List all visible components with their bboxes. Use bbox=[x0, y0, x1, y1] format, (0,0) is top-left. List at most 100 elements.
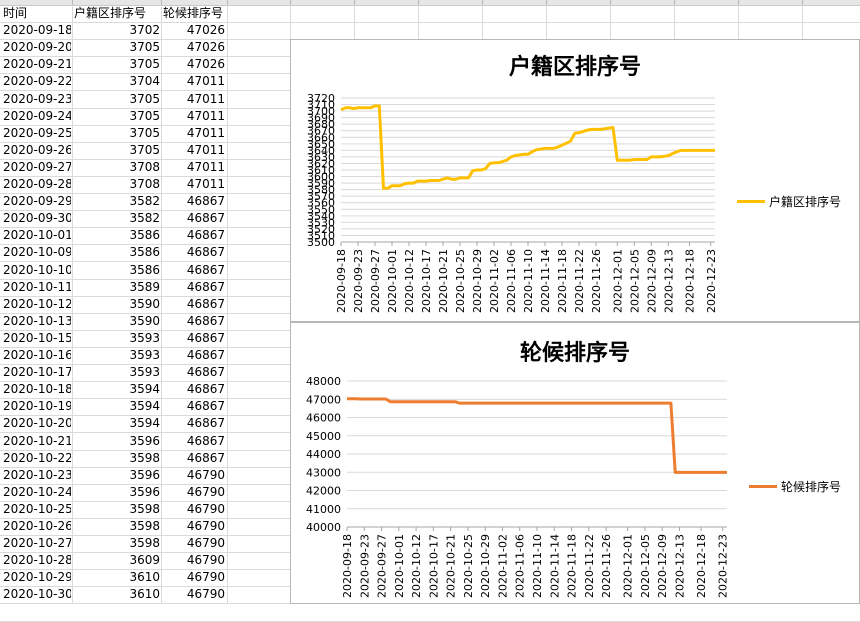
value-cell[interactable]: 46867 bbox=[186, 434, 225, 448]
date-cell[interactable]: 2020-10-27 bbox=[3, 536, 71, 550]
value-cell[interactable]: 3593 bbox=[129, 348, 160, 362]
header-cell[interactable]: 轮候排序号 bbox=[163, 6, 224, 20]
date-cell[interactable]: 2020-09-22 bbox=[3, 74, 71, 88]
date-cell[interactable]: 2020-09-29 bbox=[3, 194, 71, 208]
value-cell[interactable]: 46867 bbox=[186, 194, 225, 208]
value-cell[interactable]: 47026 bbox=[186, 40, 225, 54]
value-cell[interactable]: 47011 bbox=[186, 109, 225, 123]
date-cell[interactable]: 2020-10-28 bbox=[3, 553, 71, 567]
value-cell[interactable]: 46790 bbox=[186, 485, 225, 499]
date-cell[interactable]: 2020-09-30 bbox=[3, 211, 71, 225]
date-cell[interactable]: 2020-10-15 bbox=[3, 331, 71, 345]
date-cell[interactable]: 2020-10-12 bbox=[3, 297, 71, 311]
value-cell[interactable]: 3589 bbox=[129, 280, 160, 294]
date-cell[interactable]: 2020-09-20 bbox=[3, 40, 71, 54]
value-cell[interactable]: 3708 bbox=[129, 177, 160, 191]
chart-huji-rank[interactable]: 户籍区排序号 3500 3510 3520 3530 3540 3550 3560 3570 3… bbox=[290, 39, 860, 322]
value-cell[interactable]: 46790 bbox=[186, 536, 225, 550]
date-cell[interactable]: 2020-10-30 bbox=[3, 587, 71, 601]
value-cell[interactable]: 3609 bbox=[129, 553, 160, 567]
value-cell[interactable]: 46790 bbox=[186, 587, 225, 601]
value-cell[interactable]: 3596 bbox=[129, 485, 160, 499]
value-cell[interactable]: 46790 bbox=[186, 468, 225, 482]
value-cell[interactable]: 46790 bbox=[186, 553, 225, 567]
date-cell[interactable]: 2020-10-16 bbox=[3, 348, 71, 362]
chart-lunhou-rank[interactable]: 轮候排序号 40000 41000 42000 43000 44000 45000 4600… bbox=[290, 322, 860, 604]
value-cell[interactable]: 46867 bbox=[186, 331, 225, 345]
date-cell[interactable]: 2020-09-21 bbox=[3, 57, 71, 71]
value-cell[interactable]: 46867 bbox=[186, 297, 225, 311]
value-cell[interactable]: 3586 bbox=[129, 245, 160, 259]
value-cell[interactable]: 3598 bbox=[129, 451, 160, 465]
date-cell[interactable]: 2020-10-18 bbox=[3, 382, 71, 396]
value-cell[interactable]: 3594 bbox=[129, 416, 160, 430]
value-cell[interactable]: 3593 bbox=[129, 365, 160, 379]
value-cell[interactable]: 47011 bbox=[186, 143, 225, 157]
value-cell[interactable]: 47011 bbox=[186, 92, 225, 106]
date-cell[interactable]: 2020-10-11 bbox=[3, 280, 71, 294]
date-cell[interactable]: 2020-10-22 bbox=[3, 451, 71, 465]
value-cell[interactable]: 46790 bbox=[186, 519, 225, 533]
value-cell[interactable]: 3590 bbox=[129, 297, 160, 311]
value-cell[interactable]: 3705 bbox=[129, 40, 160, 54]
date-cell[interactable]: 2020-10-20 bbox=[3, 416, 71, 430]
value-cell[interactable]: 3590 bbox=[129, 314, 160, 328]
date-cell[interactable]: 2020-09-23 bbox=[3, 92, 71, 106]
value-cell[interactable]: 3705 bbox=[129, 92, 160, 106]
date-cell[interactable]: 2020-10-09 bbox=[3, 245, 71, 259]
date-cell[interactable]: 2020-10-13 bbox=[3, 314, 71, 328]
date-cell[interactable]: 2020-10-17 bbox=[3, 365, 71, 379]
value-cell[interactable]: 47026 bbox=[186, 57, 225, 71]
value-cell[interactable]: 47011 bbox=[186, 177, 225, 191]
value-cell[interactable]: 3594 bbox=[129, 382, 160, 396]
date-cell[interactable]: 2020-09-18 bbox=[3, 23, 71, 37]
value-cell[interactable]: 3705 bbox=[129, 57, 160, 71]
value-cell[interactable]: 3582 bbox=[129, 211, 160, 225]
value-cell[interactable]: 3610 bbox=[129, 587, 160, 601]
date-cell[interactable]: 2020-10-29 bbox=[3, 570, 71, 584]
column-header-strip[interactable] bbox=[0, 0, 860, 6]
date-cell[interactable]: 2020-10-19 bbox=[3, 399, 71, 413]
date-cell[interactable]: 2020-09-24 bbox=[3, 109, 71, 123]
value-cell[interactable]: 3705 bbox=[129, 143, 160, 157]
date-cell[interactable]: 2020-10-01 bbox=[3, 228, 71, 242]
value-cell[interactable]: 47011 bbox=[186, 126, 225, 140]
value-cell[interactable]: 46867 bbox=[186, 211, 225, 225]
date-cell[interactable]: 2020-10-26 bbox=[3, 519, 71, 533]
value-cell[interactable]: 3708 bbox=[129, 160, 160, 174]
value-cell[interactable]: 3596 bbox=[129, 468, 160, 482]
value-cell[interactable]: 46867 bbox=[186, 399, 225, 413]
value-cell[interactable]: 3582 bbox=[129, 194, 160, 208]
value-cell[interactable]: 46867 bbox=[186, 348, 225, 362]
value-cell[interactable]: 3596 bbox=[129, 434, 160, 448]
value-cell[interactable]: 3598 bbox=[129, 519, 160, 533]
date-cell[interactable]: 2020-10-24 bbox=[3, 485, 71, 499]
date-cell[interactable]: 2020-09-25 bbox=[3, 126, 71, 140]
value-cell[interactable]: 46867 bbox=[186, 280, 225, 294]
date-cell[interactable]: 2020-10-21 bbox=[3, 434, 71, 448]
header-cell[interactable]: 户籍区排序号 bbox=[74, 6, 147, 20]
value-cell[interactable]: 3610 bbox=[129, 570, 160, 584]
value-cell[interactable]: 46790 bbox=[186, 502, 225, 516]
value-cell[interactable]: 3702 bbox=[129, 23, 160, 37]
value-cell[interactable]: 47011 bbox=[186, 160, 225, 174]
date-cell[interactable]: 2020-09-27 bbox=[3, 160, 71, 174]
value-cell[interactable]: 47011 bbox=[186, 74, 225, 88]
value-cell[interactable]: 46790 bbox=[186, 570, 225, 584]
date-cell[interactable]: 2020-09-28 bbox=[3, 177, 71, 191]
value-cell[interactable]: 3586 bbox=[129, 263, 160, 277]
header-cell[interactable]: 时间 bbox=[3, 6, 28, 20]
value-cell[interactable]: 3586 bbox=[129, 228, 160, 242]
value-cell[interactable]: 3593 bbox=[129, 331, 160, 345]
value-cell[interactable]: 46867 bbox=[186, 451, 225, 465]
value-cell[interactable]: 46867 bbox=[186, 365, 225, 379]
value-cell[interactable]: 3705 bbox=[129, 109, 160, 123]
value-cell[interactable]: 46867 bbox=[186, 314, 225, 328]
value-cell[interactable]: 3704 bbox=[129, 74, 160, 88]
date-cell[interactable]: 2020-10-10 bbox=[3, 263, 71, 277]
value-cell[interactable]: 46867 bbox=[186, 382, 225, 396]
value-cell[interactable]: 3598 bbox=[129, 502, 160, 516]
value-cell[interactable]: 3598 bbox=[129, 536, 160, 550]
value-cell[interactable]: 46867 bbox=[186, 263, 225, 277]
value-cell[interactable]: 46867 bbox=[186, 245, 225, 259]
